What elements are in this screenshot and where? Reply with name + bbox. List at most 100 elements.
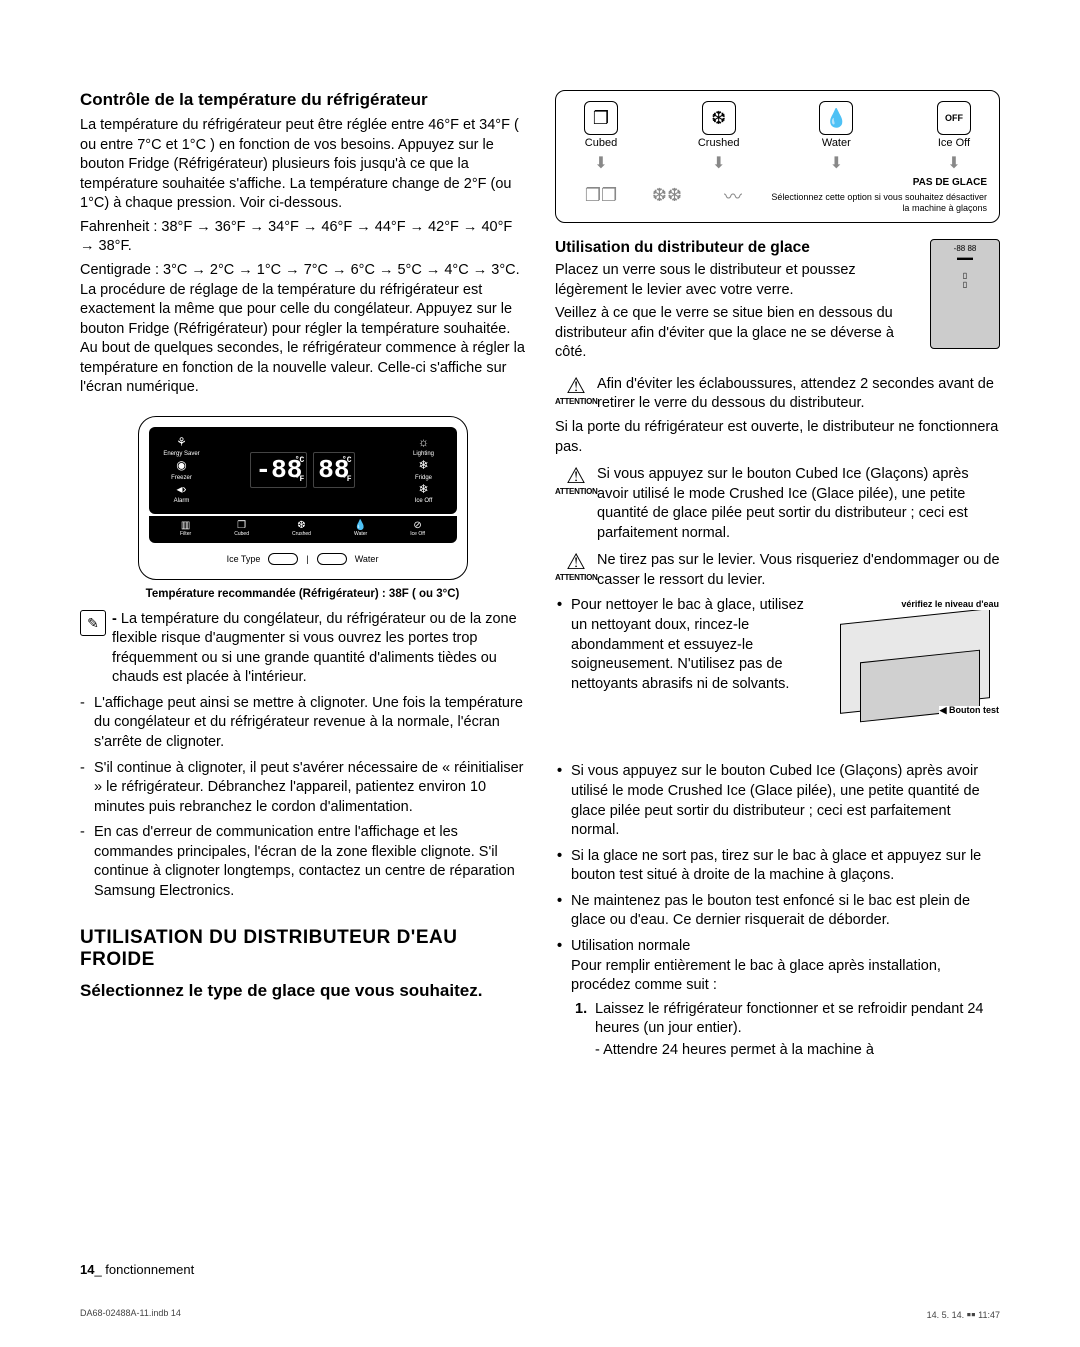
energy-saver-icon: ⚘ bbox=[159, 435, 205, 449]
note-text: - La température du congélateur, du réfr… bbox=[112, 610, 525, 688]
heading-select-ice: Sélectionnez le type de glace que vous s… bbox=[80, 981, 525, 1001]
iceoff-label: Ice Off bbox=[415, 498, 433, 504]
cp-icon-cubed: ❐Cubed bbox=[234, 520, 249, 537]
attention-3: ⚠ ATTENTION Ne tirez pas sur le levier. … bbox=[555, 551, 1000, 590]
page: Contrôle de la température du réfrigérat… bbox=[0, 0, 1080, 1347]
use-dispenser-block: -88 88▬▬▯▯ Utilisation du distributeur d… bbox=[555, 239, 1000, 367]
p-door: Si la porte du réfrigérateur est ouverte… bbox=[555, 418, 1000, 457]
water-icon: 💧 bbox=[819, 101, 853, 135]
page-footer: 14_ fonctionnement bbox=[80, 1262, 194, 1277]
left-column: Contrôle de la température du réfrigérat… bbox=[80, 90, 525, 1066]
cp-icon-crushed: ❆Crushed bbox=[292, 520, 311, 537]
control-panel-screen: ⚘ Energy Saver ◉ Freezer ◂› Alarm -88 °C bbox=[149, 427, 457, 514]
toggle-switch-icon-2 bbox=[317, 553, 347, 565]
energy-saver-label: Energy Saver bbox=[163, 451, 199, 457]
attention-icon: ⚠ ATTENTION bbox=[555, 465, 597, 496]
cp-temp-readout: -88 °C °F 88 °C °F bbox=[250, 452, 354, 488]
ice-tray-figure: vérifiez le niveau d'eau ◀ Bouton test bbox=[820, 596, 1000, 756]
freezer-label: Freezer bbox=[171, 475, 192, 481]
disp-iceoff: OFF Ice Off ⬇ bbox=[921, 101, 987, 173]
attention-1-text: Afin d'éviter les éclaboussures, attende… bbox=[597, 375, 1000, 414]
dash-list: L'affichage peut ainsi se mettre à clign… bbox=[80, 694, 525, 902]
fridge-label: Fridge bbox=[415, 475, 432, 481]
no-ice-title: PAS DE GLACE bbox=[766, 177, 987, 190]
list-item: vérifiez le niveau d'eau ◀ Bouton test P… bbox=[571, 596, 1000, 756]
dot-list: vérifiez le niveau d'eau ◀ Bouton test P… bbox=[555, 596, 1000, 1060]
dispenser-row-2: ❐❐ ❆❆ 〰 PAS DE GLACE Sélectionnez cette … bbox=[568, 177, 987, 214]
page-section-label: _ fonctionnement bbox=[94, 1262, 194, 1277]
crushed-label: Crushed bbox=[686, 137, 752, 149]
right-column: ❐ Cubed ⬇ ❆ Crushed ⬇ 💧 Water ⬇ bbox=[555, 90, 1000, 1066]
iceoff-label: Ice Off bbox=[921, 137, 987, 149]
cp-icon-iceoff: ⊘Ice Off bbox=[410, 520, 425, 537]
dispenser-photo: -88 88▬▬▯▯ bbox=[930, 239, 1000, 349]
crushed-icon: ❆ bbox=[702, 101, 736, 135]
ice-cubes-vis: ❐❐ bbox=[568, 185, 634, 206]
imprint-left: DA68-02488A-11.indb 14 bbox=[80, 1308, 181, 1321]
iceoff-icon: ❄ bbox=[401, 482, 447, 496]
cp-toggle-row: Ice Type | Water bbox=[149, 553, 457, 565]
cp-icon-filter: ▥Filter bbox=[180, 520, 191, 537]
cubed-icon: ❐ bbox=[584, 101, 618, 135]
list-item: En cas d'erreur de communication entre l… bbox=[94, 823, 525, 901]
note-block: ✎ - La température du congélateur, du ré… bbox=[80, 610, 525, 688]
arrow-down-icon: ⬇ bbox=[803, 153, 869, 173]
two-column-layout: Contrôle de la température du réfrigérat… bbox=[80, 90, 1000, 1066]
arrow-down-icon: ⬇ bbox=[568, 153, 634, 173]
control-panel-outer: ⚘ Energy Saver ◉ Freezer ◂› Alarm -88 °C bbox=[138, 416, 468, 580]
control-panel-figure: ⚘ Energy Saver ◉ Freezer ◂› Alarm -88 °C bbox=[138, 416, 468, 600]
attention-1: ⚠ ATTENTION Afin d'éviter les éclaboussu… bbox=[555, 375, 1000, 414]
lighting-icon: ☼ bbox=[401, 435, 447, 449]
dispenser-options-box: ❐ Cubed ⬇ ❆ Crushed ⬇ 💧 Water ⬇ bbox=[555, 90, 1000, 223]
alarm-label: Alarm bbox=[174, 498, 190, 504]
cp-caption: Température recommandée (Réfrigérateur) … bbox=[138, 588, 468, 600]
disp-crushed: ❆ Crushed ⬇ bbox=[686, 101, 752, 173]
cp-side-right: ☼ Lighting ❄ Fridge ❄ Ice Off bbox=[401, 435, 447, 506]
cp-icon-water: 💧Water bbox=[354, 520, 367, 537]
cp-seg-freezer: -88 °C °F bbox=[250, 452, 307, 488]
dispenser-row: ❐ Cubed ⬇ ❆ Crushed ⬇ 💧 Water ⬇ bbox=[568, 101, 987, 173]
no-ice-text: PAS DE GLACE Sélectionnez cette option s… bbox=[766, 177, 987, 214]
cp-seg-fridge: 88 °C °F bbox=[313, 452, 354, 488]
disp-water: 💧 Water ⬇ bbox=[803, 101, 869, 173]
unit-f-1: °F bbox=[295, 475, 305, 484]
list-item: Laissez le réfrigérateur fonctionner et … bbox=[595, 1000, 1000, 1061]
unit-c-1: °C bbox=[295, 456, 305, 465]
no-ice-desc: Sélectionnez cette option si vous souhai… bbox=[771, 192, 987, 213]
attention-2-text: Si vous appuyez sur le bouton Cubed Ice … bbox=[597, 465, 1000, 543]
paragraph-centigrade: Centigrade : 3°C → 2°C → 1°C → 7°C → 6°C… bbox=[80, 261, 525, 398]
list-item: L'affichage peut ainsi se mettre à clign… bbox=[94, 694, 525, 753]
ice-water-vis: 〰 bbox=[700, 183, 766, 209]
arrow-down-icon: ⬇ bbox=[686, 153, 752, 173]
test-button-label: ◀ Bouton test bbox=[939, 706, 1000, 716]
list-item: S'il continue à clignoter, il peut s'avé… bbox=[94, 759, 525, 818]
check-water-label: vérifiez le niveau d'eau bbox=[900, 600, 1000, 610]
freezer-dot-icon: ◉ bbox=[159, 458, 205, 472]
toggle-left-label: Ice Type bbox=[227, 554, 261, 564]
attention-2: ⚠ ATTENTION Si vous appuyez sur le bouto… bbox=[555, 465, 1000, 543]
fridge-icon: ❄ bbox=[401, 458, 447, 472]
page-number: 14 bbox=[80, 1262, 94, 1277]
lighting-label: Lighting bbox=[413, 451, 434, 457]
list-item: Si la glace ne sort pas, tirez sur le ba… bbox=[571, 847, 1000, 886]
toggle-switch-icon bbox=[268, 553, 298, 565]
paragraph-temp-intro: La température du réfrigérateur peut êtr… bbox=[80, 116, 525, 214]
disp-cubed: ❐ Cubed ⬇ bbox=[568, 101, 634, 173]
arrow-down-icon: ⬇ bbox=[921, 153, 987, 173]
water-label: Water bbox=[803, 137, 869, 149]
cp-icon-row: ▥Filter ❐Cubed ❆Crushed 💧Water ⊘Ice Off bbox=[149, 516, 457, 543]
attention-icon: ⚠ ATTENTION bbox=[555, 375, 597, 406]
ice-crushed-vis: ❆❆ bbox=[634, 185, 700, 206]
imprint-right: 14. 5. 14. ￭￭ 11:47 bbox=[927, 1308, 1000, 1321]
list-item: Si vous appuyez sur le bouton Cubed Ice … bbox=[571, 762, 1000, 840]
cp-side-left: ⚘ Energy Saver ◉ Freezer ◂› Alarm bbox=[159, 435, 205, 506]
note-icon: ✎ bbox=[80, 610, 106, 636]
toggle-right-label: Water bbox=[355, 554, 379, 564]
list-item: Utilisation normale Pour remplir entière… bbox=[571, 937, 1000, 1060]
unit-f-2: °F bbox=[342, 475, 352, 484]
attention-3-text: Ne tirez pas sur le levier. Vous risquer… bbox=[597, 551, 1000, 590]
attention-icon: ⚠ ATTENTION bbox=[555, 551, 597, 582]
heading-temp-control: Contrôle de la température du réfrigérat… bbox=[80, 90, 525, 110]
numbered-list: Laissez le réfrigérateur fonctionner et … bbox=[571, 1000, 1000, 1061]
iceoff-icon: OFF bbox=[937, 101, 971, 135]
